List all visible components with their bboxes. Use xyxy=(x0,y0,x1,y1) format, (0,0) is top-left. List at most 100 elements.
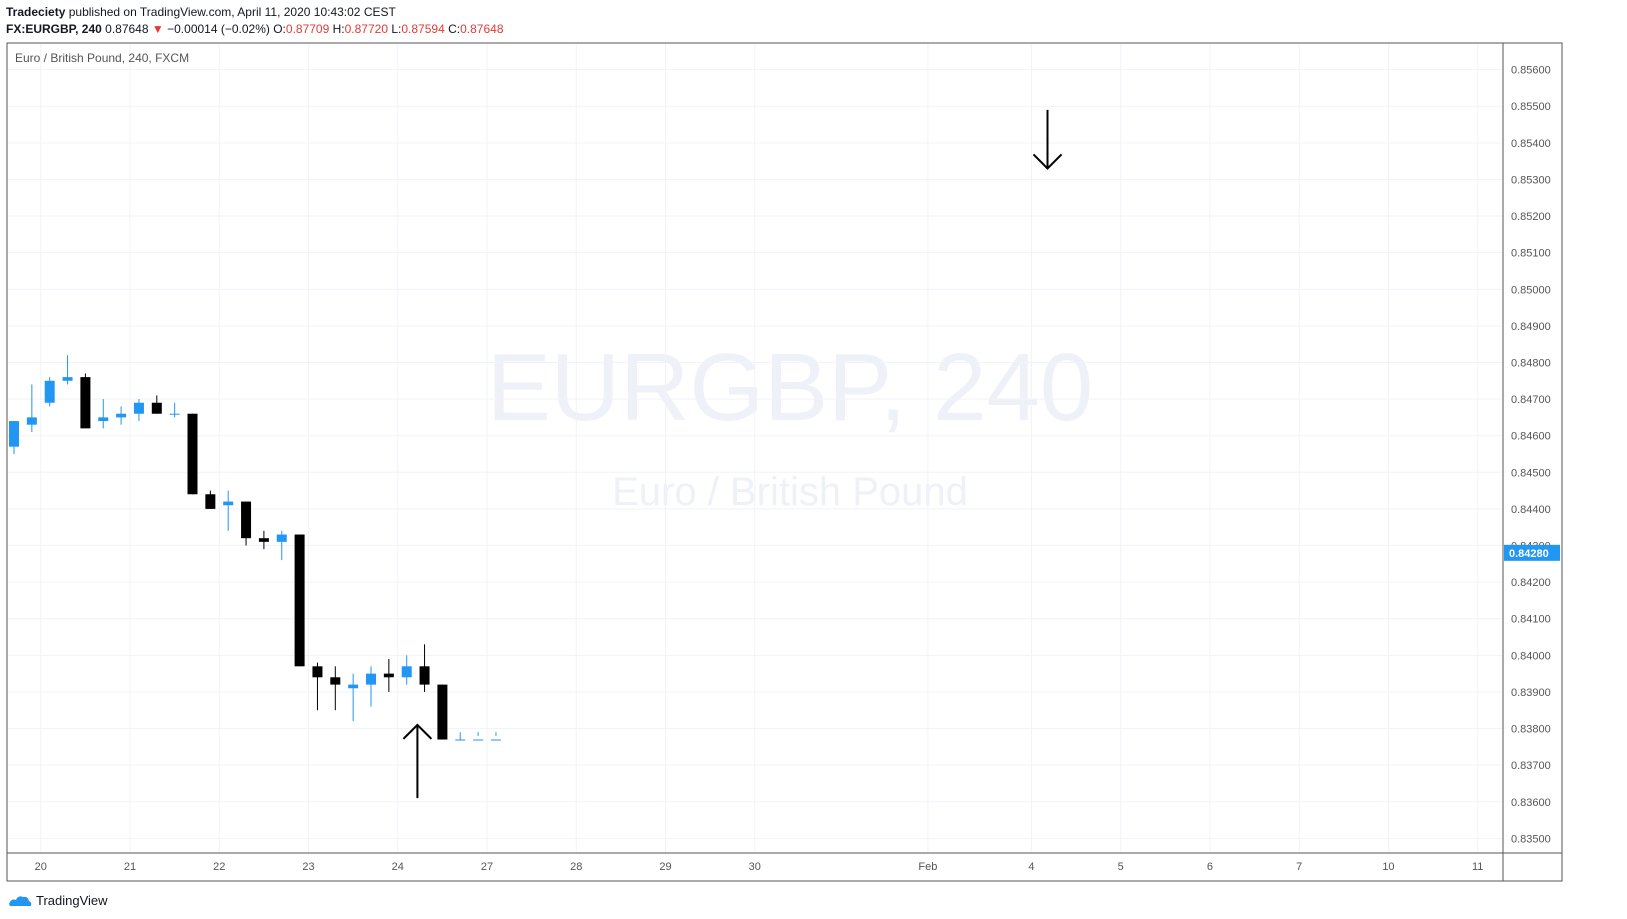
candle-body xyxy=(419,666,430,685)
x-tick-label: 4 xyxy=(1028,861,1034,873)
open-label: O: xyxy=(273,22,286,36)
candle-body xyxy=(44,380,55,403)
change-down-icon: ▼ xyxy=(151,22,164,36)
y-tick-label: 0.85500 xyxy=(1511,101,1551,113)
published-text: published on TradingView.com, April 11, … xyxy=(68,5,396,19)
candle-body xyxy=(205,494,216,509)
x-tick-label: 5 xyxy=(1118,861,1124,873)
symbol: FX:EURGBP, 240 xyxy=(6,22,102,36)
candle-body xyxy=(62,377,73,381)
x-tick-label: 20 xyxy=(35,861,47,873)
candle-body xyxy=(169,413,180,415)
watermark-symbol: EURGBP, 240 xyxy=(487,334,1094,441)
close-label: C: xyxy=(448,22,461,36)
candle-body xyxy=(9,421,19,447)
y-tick-label: 0.85300 xyxy=(1511,174,1551,186)
candle-body xyxy=(294,534,305,667)
tradingview-brand: TradingView xyxy=(36,893,108,908)
annotations xyxy=(402,109,1063,799)
y-tick-label: 0.85200 xyxy=(1511,211,1551,223)
x-tick-label: 23 xyxy=(302,861,314,873)
y-tick-label: 0.85400 xyxy=(1511,138,1551,150)
y-tick-label: 0.85100 xyxy=(1511,248,1551,260)
candle-body xyxy=(98,417,109,422)
x-tick-label: 6 xyxy=(1207,861,1213,873)
candle-body xyxy=(80,377,91,429)
y-tick-label: 0.83600 xyxy=(1511,797,1551,809)
arrow-up-icon xyxy=(402,723,433,740)
x-tick-label: 10 xyxy=(1382,861,1394,873)
x-tick-label: 30 xyxy=(749,861,761,873)
candle-body xyxy=(258,538,269,542)
candle-body xyxy=(116,413,127,418)
y-tick-label: 0.83500 xyxy=(1511,833,1551,845)
change: −0.00014 (−0.02%) xyxy=(167,22,270,36)
y-tick-label: 0.84400 xyxy=(1511,504,1551,516)
open-value: 0.87709 xyxy=(285,22,330,36)
candle-body xyxy=(151,402,162,414)
x-tick-label: 29 xyxy=(659,861,671,873)
y-tick-label: 0.85000 xyxy=(1511,284,1551,296)
candle-body xyxy=(312,666,323,678)
x-tick-label: 28 xyxy=(570,861,582,873)
candle-body xyxy=(490,739,501,741)
tradingview-logo-icon xyxy=(9,895,32,906)
candlestick-chart[interactable]: EURGBP, 240 Euro / British Pound Euro / … xyxy=(0,0,1627,890)
high-value: 0.87720 xyxy=(344,22,389,36)
low-label: L: xyxy=(391,22,402,36)
close-value: 0.87648 xyxy=(460,22,504,36)
y-tick-label: 0.84600 xyxy=(1511,431,1551,443)
x-tick-label: 7 xyxy=(1296,861,1302,873)
candle-body xyxy=(187,413,198,495)
last-price-tag-bg xyxy=(1504,544,1560,561)
candle-body xyxy=(401,666,412,678)
x-tick-label: 24 xyxy=(392,861,404,873)
candle-body xyxy=(437,684,448,740)
publisher: Tradeciety xyxy=(6,5,66,19)
y-tick-label: 0.83800 xyxy=(1511,724,1551,736)
candle-body xyxy=(455,739,466,741)
x-tick-label: 11 xyxy=(1472,861,1483,873)
candle-body xyxy=(241,501,252,539)
y-tick-label: 0.84900 xyxy=(1511,321,1551,333)
last-price-tag-label: 0.84280 xyxy=(1509,548,1549,560)
candle-body xyxy=(473,739,484,741)
candle-body xyxy=(348,684,359,689)
y-tick-label: 0.85600 xyxy=(1511,65,1551,77)
x-tick-label: 27 xyxy=(481,861,493,873)
publish-line: Tradeciety published on TradingView.com,… xyxy=(6,4,504,21)
y-tick-label: 0.84000 xyxy=(1511,650,1551,662)
arrow-down-icon xyxy=(1032,153,1063,170)
plot-border xyxy=(6,42,1563,882)
candle-body xyxy=(133,402,144,414)
footer[interactable]: TradingView xyxy=(8,893,108,908)
watermark-name: Euro / British Pound xyxy=(612,470,968,514)
candle-body xyxy=(223,501,234,506)
last-price-tag: 0.84280 xyxy=(1504,544,1560,561)
x-tick-label: 21 xyxy=(124,861,136,873)
grid xyxy=(8,44,1503,853)
y-tick-label: 0.83700 xyxy=(1511,760,1551,772)
y-tick-label: 0.83900 xyxy=(1511,687,1551,699)
y-tick-label: 0.84800 xyxy=(1511,357,1551,369)
chart-title: Euro / British Pound, 240, FXCM xyxy=(15,51,189,65)
time-axis[interactable]: 20 21 22 23 24 27 28 29 30 Feb 4 5 6 7 10 11 xyxy=(35,861,1484,873)
candle-body xyxy=(383,673,394,678)
y-tick-label: 0.84500 xyxy=(1511,467,1551,479)
y-tick-label: 0.84100 xyxy=(1511,614,1551,626)
candle-body xyxy=(276,534,287,542)
low-value: 0.87594 xyxy=(401,22,445,36)
x-tick-label: Feb xyxy=(918,861,937,873)
candle-body xyxy=(26,417,37,425)
candle-body xyxy=(366,673,376,685)
y-tick-label: 0.84700 xyxy=(1511,394,1551,406)
y-tick-label: 0.84200 xyxy=(1511,577,1551,589)
chart-header: Tradeciety published on TradingView.com,… xyxy=(6,4,504,38)
high-label: H: xyxy=(332,22,345,36)
x-tick-label: 22 xyxy=(213,861,225,873)
last-price: 0.87648 xyxy=(105,22,149,36)
candles xyxy=(9,355,501,741)
ohlc-line: FX:EURGBP, 240 0.87648 ▼ −0.00014 (−0.02… xyxy=(6,21,504,38)
candle-body xyxy=(330,677,341,685)
price-axis[interactable]: 0.85600 0.85500 0.85400 0.85300 0.85200 0.851… xyxy=(1511,65,1551,846)
